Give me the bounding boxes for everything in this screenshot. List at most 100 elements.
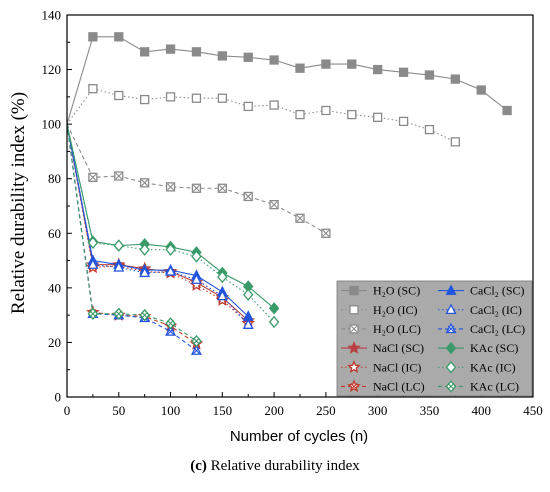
- data-point-cacl2-ic: [190, 273, 202, 284]
- data-point-h2o-ic: [321, 105, 331, 116]
- data-point-h2o-sc: [88, 32, 98, 42]
- legend-entry-cacl2-ic: CaCl₂ (IC): [438, 303, 522, 317]
- y-tick-label: 40: [48, 280, 61, 295]
- durability-chart: 0 50 100 150 200 250 300 350 400 450 0 20 40 60 80 100 1…: [8, 8, 543, 446]
- data-point-h2o-sc: [347, 59, 357, 69]
- data-point-cacl2-ic: [113, 261, 125, 272]
- legend-marker-cacl2-lc-cross: [447, 325, 455, 333]
- series-line-kac-sc: [66, 124, 275, 309]
- legend-label-kac-ic: KAc (IC): [470, 360, 516, 374]
- legend-marker-cacl2-sc: [445, 284, 457, 295]
- x-axis-label: Number of cycles (n): [230, 428, 368, 445]
- legend: H₂O (SC) H₂O (IC) H₂O (LC) NaCl (SC) NaCl (I…: [336, 280, 533, 397]
- x-tick-label: 250: [316, 403, 336, 418]
- x-tick-label: 350: [420, 403, 440, 418]
- series-line-h2o-sc: [66, 36, 508, 125]
- data-point-h2o-sc: [165, 44, 176, 54]
- data-point-h2o-sc: [450, 74, 460, 84]
- data-point-h2o-lc-cross: [89, 173, 97, 181]
- legend-entry-nacl-ic: NaCl (IC): [341, 360, 421, 374]
- data-point-h2o-sc: [321, 59, 331, 69]
- data-point-h2o-ic: [347, 109, 357, 120]
- legend-entry-cacl2-lc: CaCl₂ (LC): [438, 322, 525, 336]
- data-point-kac-lc-cross: [89, 310, 97, 318]
- data-point-h2o-ic: [243, 101, 253, 112]
- legend-label-nacl-ic: NaCl (IC): [373, 360, 421, 374]
- data-point-h2o-ic: [88, 84, 98, 94]
- data-point-h2o-sc: [269, 55, 279, 65]
- legend-label-kac-sc: KAc (SC): [470, 341, 518, 355]
- legend-label-nacl-lc: NaCl (LC): [373, 379, 425, 393]
- series-kac-sc: [66, 124, 280, 315]
- legend-marker-h2o-lc-cross: [350, 325, 358, 333]
- data-point-cacl2-ic: [139, 266, 151, 278]
- y-tick-label: 140: [42, 8, 62, 23]
- y-tick-label: 60: [48, 226, 61, 241]
- x-tick-label: 450: [523, 403, 543, 418]
- data-point-h2o-sc: [217, 51, 227, 61]
- series-line-kac-ic: [66, 124, 275, 323]
- series-cacl2-sc: [66, 124, 254, 321]
- data-point-kac-sc: [268, 302, 280, 315]
- data-point-kac-ic: [139, 243, 150, 256]
- legend-marker-kac-sc: [445, 341, 457, 355]
- legend-marker-h2o-sc: [349, 285, 359, 296]
- data-point-h2o-lc-cross: [167, 183, 174, 191]
- data-point-h2o-sc: [424, 70, 435, 80]
- data-point-h2o-sc: [373, 64, 383, 75]
- series-line-nacl-lc: [66, 124, 197, 345]
- legend-marker-h2o-ic: [349, 305, 359, 315]
- y-tick-label: 80: [48, 171, 61, 186]
- series-line-cacl2-lc: [66, 124, 197, 352]
- data-point-h2o-ic: [373, 112, 383, 122]
- legend-entry-cacl2-sc: CaCl₂ (SC): [438, 284, 525, 298]
- legend-label-kac-lc: KAc (LC): [470, 379, 519, 393]
- data-point-h2o-ic: [114, 90, 124, 101]
- plot-area: [66, 32, 512, 355]
- data-point-kac-ic: [113, 239, 125, 252]
- data-point-h2o-sc: [502, 105, 512, 116]
- data-point-h2o-ic: [295, 109, 305, 120]
- legend-marker-kac-ic: [445, 361, 457, 374]
- legend-marker-nacl-ic: [347, 360, 361, 374]
- data-point-h2o-lc-cross: [270, 201, 278, 209]
- data-point-cacl2-lc-cross: [167, 328, 174, 335]
- data-point-cacl2-ic: [216, 289, 228, 301]
- y-tick-label: 100: [42, 117, 62, 132]
- data-point-h2o-ic: [217, 93, 227, 103]
- data-point-kac-lc-cross: [193, 337, 200, 345]
- data-point-h2o-lc-cross: [218, 184, 226, 192]
- legend-entry-nacl-lc: NaCl (LC): [341, 379, 425, 393]
- data-point-cacl2-ic: [165, 265, 177, 276]
- x-tick-label: 0: [64, 403, 71, 418]
- data-point-kac-lc-cross: [141, 311, 149, 319]
- data-point-kac-ic: [268, 315, 280, 329]
- data-point-kac-ic: [217, 270, 228, 284]
- legend-marker-nacl-lc-cross: [350, 383, 358, 390]
- series-cacl2-lc: [66, 124, 202, 355]
- data-point-h2o-lc-cross: [115, 172, 123, 180]
- data-point-h2o-lc-cross: [193, 184, 200, 192]
- data-point-kac-ic: [87, 236, 99, 250]
- legend-entry-h2o-ic: H₂O (IC): [341, 303, 418, 317]
- legend-entry-kac-ic: KAc (IC): [438, 360, 516, 374]
- data-point-h2o-lc-cross: [296, 214, 304, 222]
- y-tick-label: 120: [42, 62, 62, 77]
- series-cacl2-ic: [66, 124, 254, 329]
- figure-caption: (c) Relative durability index: [0, 458, 550, 475]
- legend-label-h2o-ic: H₂O (IC): [373, 303, 418, 317]
- data-point-h2o-sc: [243, 52, 253, 62]
- x-tick-label: 300: [368, 403, 388, 418]
- data-point-h2o-ic: [424, 124, 435, 135]
- data-point-h2o-sc: [140, 47, 150, 57]
- legend-entry-nacl-sc: NaCl (SC): [341, 340, 424, 355]
- series-h2o-sc: [66, 32, 512, 125]
- series-kac-lc: [66, 124, 202, 348]
- data-point-h2o-lc-cross: [322, 229, 330, 237]
- data-point-cacl2-ic: [242, 318, 254, 329]
- legend-entry-kac-sc: KAc (SC): [438, 341, 518, 355]
- data-point-h2o-ic: [450, 137, 460, 147]
- data-point-kac-ic: [165, 243, 176, 256]
- series-h2o-lc: [66, 123, 331, 238]
- legend-box: [336, 280, 533, 397]
